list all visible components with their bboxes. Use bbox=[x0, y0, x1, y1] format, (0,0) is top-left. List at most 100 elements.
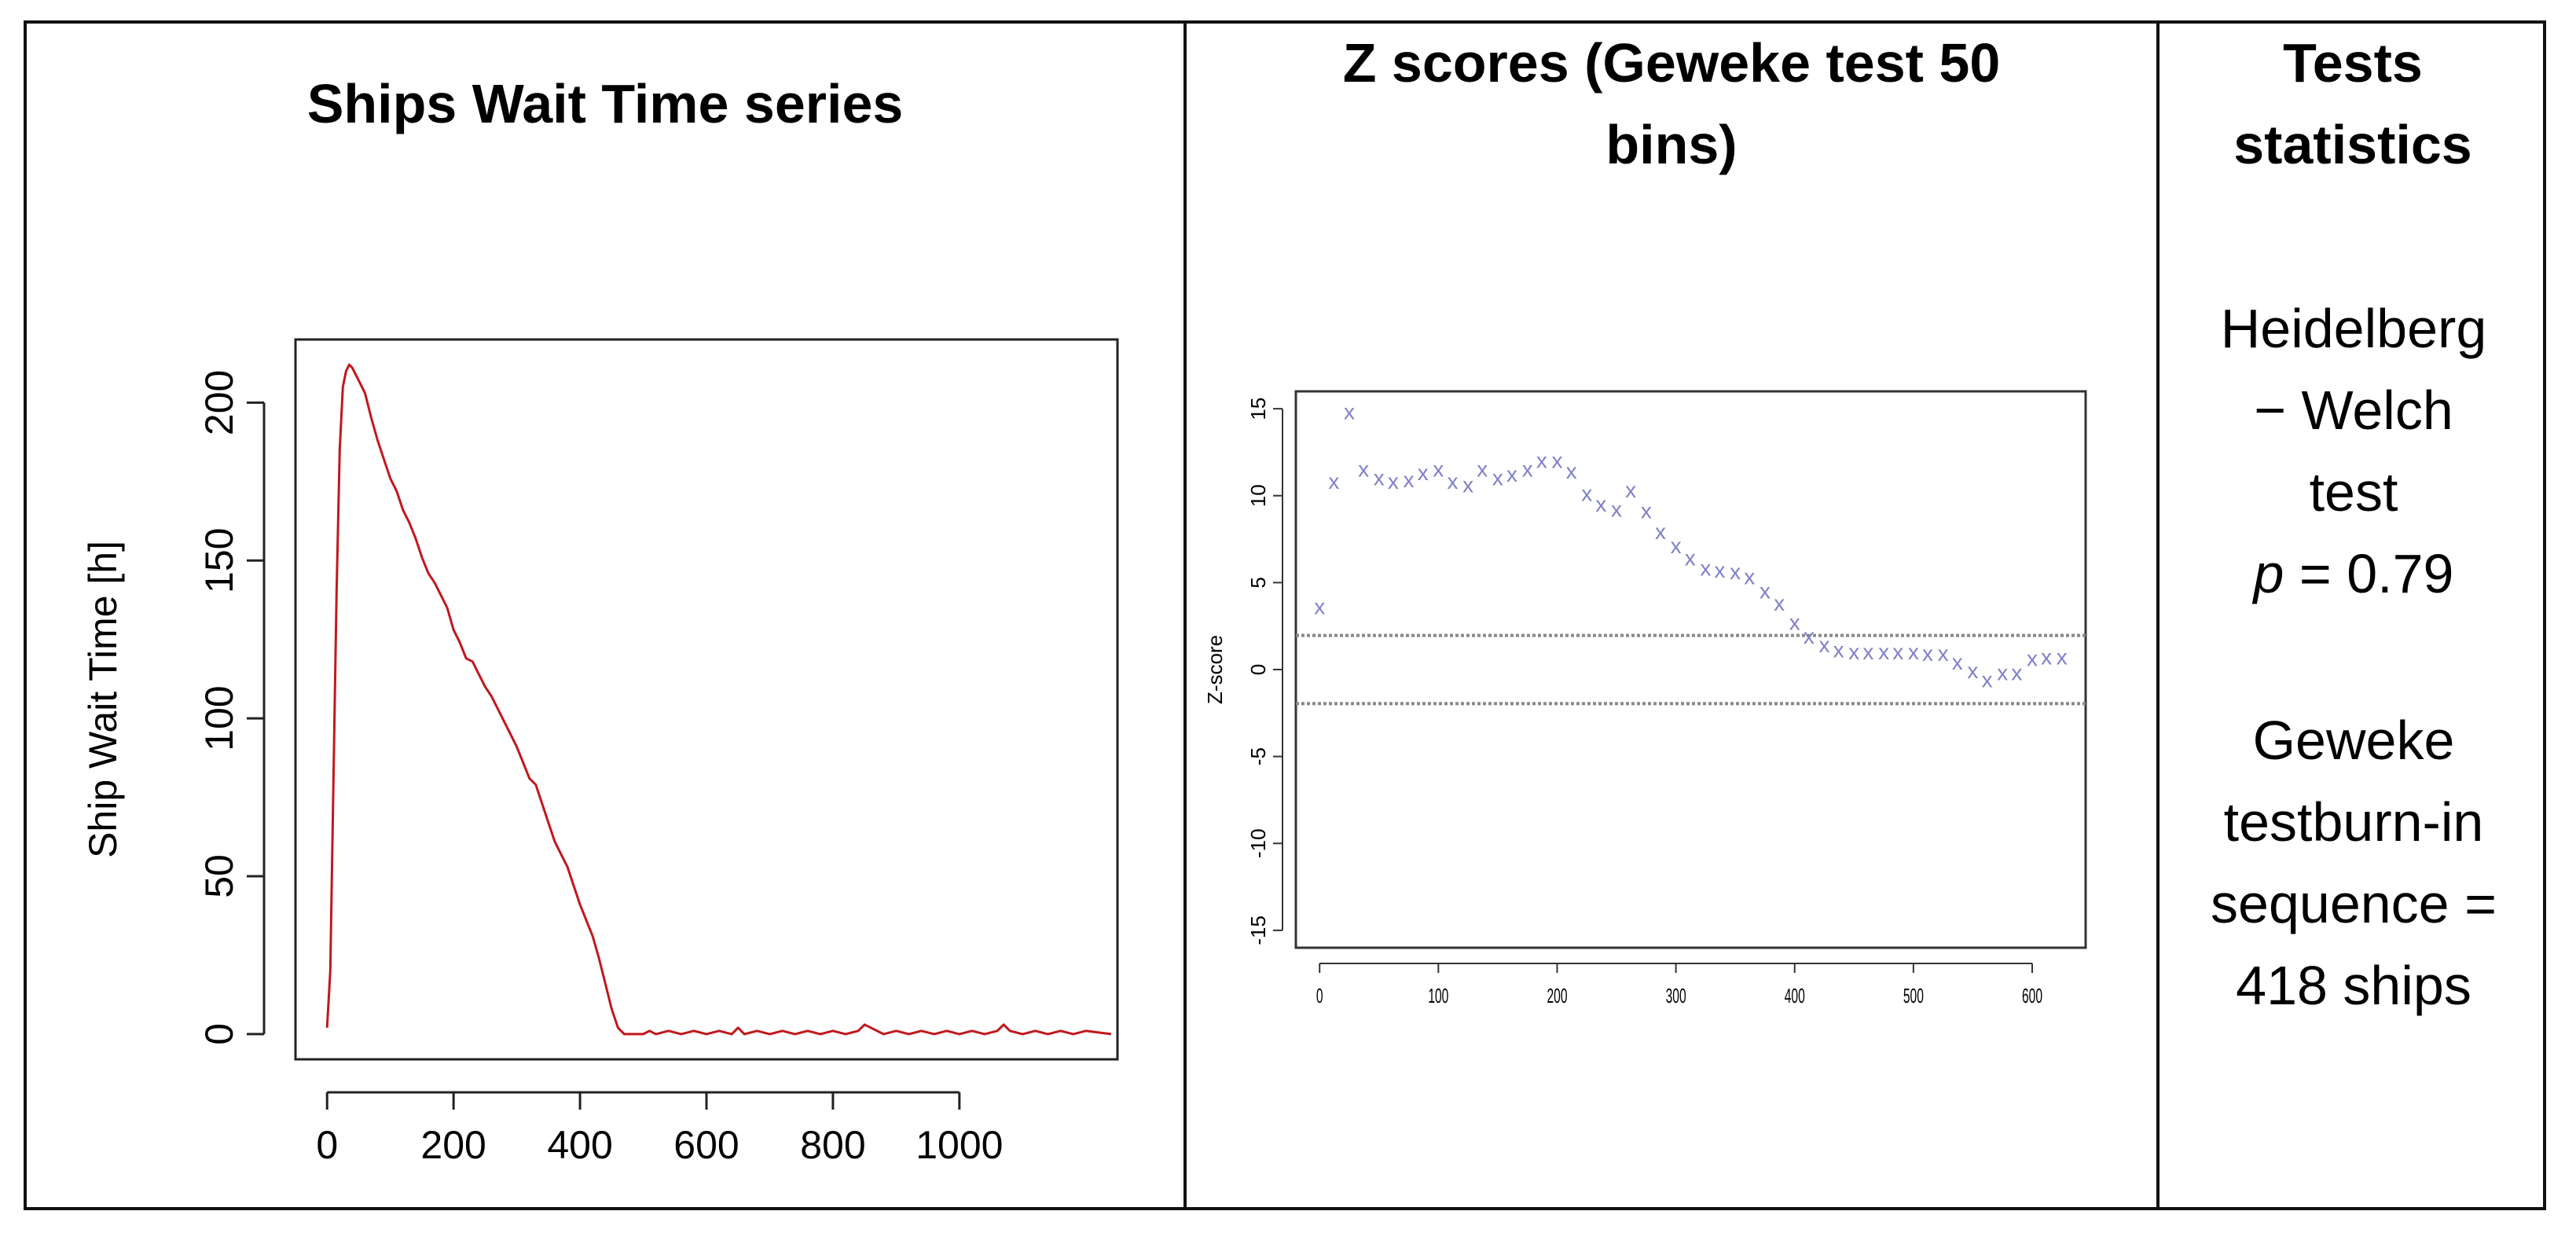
figure-frame bbox=[24, 20, 2546, 1210]
x-tick-label: 200 bbox=[1547, 985, 1567, 1007]
y-tick-label: -5 bbox=[1246, 747, 1270, 765]
z-score-point: x bbox=[1744, 565, 1755, 589]
z-score-point: x bbox=[1982, 667, 1993, 692]
z-score-point: x bbox=[1536, 449, 1547, 473]
z-score-point: x bbox=[1862, 640, 1873, 664]
y-tick-label: 10 bbox=[1246, 484, 1270, 507]
wait-time-axes: 0 200 400 600 800 1000 0 50 100 150 200 bbox=[197, 370, 1003, 1167]
wait-time-y-axis-label: Ship Wait Time [h] bbox=[81, 541, 125, 858]
z-score-point: x bbox=[2027, 647, 2038, 671]
y-tick-label: 0 bbox=[197, 1023, 241, 1045]
x-tick-label: 0 bbox=[1316, 985, 1323, 1007]
z-score-point: x bbox=[1760, 578, 1771, 603]
x-tick-label: 800 bbox=[800, 1123, 865, 1167]
z-score-point: x bbox=[1433, 457, 1444, 482]
z-score-point: x bbox=[1328, 469, 1339, 494]
z-score-point: x bbox=[1641, 499, 1652, 523]
hw-line-3: test bbox=[2309, 461, 2398, 523]
z-score-point: x bbox=[1655, 519, 1666, 544]
z-score-point: x bbox=[1922, 641, 1933, 666]
z-score-point: x bbox=[1952, 650, 1963, 674]
middle-panel-title-line2: bins) bbox=[1605, 114, 1738, 175]
y-tick-label: 0 bbox=[1246, 664, 1270, 675]
z-score-point: x bbox=[1551, 449, 1562, 473]
z-score-point: x bbox=[1938, 641, 1949, 666]
p-value-text: = 0.79 bbox=[2299, 543, 2454, 604]
z-score-point: x bbox=[1388, 469, 1399, 494]
y-tick-label: -10 bbox=[1246, 828, 1270, 858]
gw-line-4: 418 ships bbox=[2236, 955, 2471, 1016]
z-score-point: x bbox=[1506, 462, 1517, 486]
z-score-point: x bbox=[1833, 638, 1844, 662]
z-score-point: x bbox=[1492, 466, 1503, 490]
z-score-point: x bbox=[1908, 640, 1919, 664]
z-score-point: x bbox=[1967, 659, 1978, 683]
z-score-point: x bbox=[1819, 633, 1830, 657]
z-score-point: x bbox=[1447, 469, 1458, 494]
x-tick-label: 400 bbox=[547, 1123, 612, 1167]
z-score-point: x bbox=[1892, 640, 1903, 664]
z-score-y-axis-label: Z-score bbox=[1203, 635, 1227, 704]
y-tick-label: 5 bbox=[1246, 577, 1270, 588]
left-panel-title: Ships Wait Time series bbox=[306, 73, 904, 134]
x-tick-label: 300 bbox=[1666, 985, 1686, 1007]
gw-line-2: testburn-in bbox=[2223, 791, 2484, 853]
z-score-point: x bbox=[1477, 457, 1488, 482]
z-score-point: x bbox=[2011, 660, 2022, 684]
geweke-block: Geweke testburn-in sequence = 418 ships bbox=[2161, 699, 2546, 1026]
z-score-point: x bbox=[1671, 534, 1682, 558]
x-tick-label: 500 bbox=[1903, 985, 1924, 1007]
z-score-point: x bbox=[1789, 610, 1800, 634]
z-score-point: x bbox=[1730, 560, 1741, 584]
z-score-point: x bbox=[1595, 492, 1606, 516]
z-score-point: x bbox=[1566, 459, 1577, 483]
z-score-point: x bbox=[1997, 660, 2008, 684]
z-score-point: x bbox=[1462, 472, 1473, 497]
gw-line-1: Geweke bbox=[2252, 710, 2455, 771]
z-score-point: x bbox=[1804, 624, 1815, 648]
x-tick-label: 600 bbox=[2022, 985, 2042, 1007]
z-score-point: x bbox=[1685, 545, 1696, 570]
z-score-point: x bbox=[1344, 400, 1355, 424]
y-tick-label: 100 bbox=[197, 685, 241, 750]
z-score-point: x bbox=[1418, 461, 1429, 485]
wait-time-series-line bbox=[325, 363, 1112, 1036]
y-tick-label: 150 bbox=[197, 528, 241, 593]
panel-divider-right bbox=[2156, 20, 2160, 1210]
z-score-point: x bbox=[1522, 457, 1533, 482]
y-tick-label: 15 bbox=[1246, 398, 1270, 420]
p-symbol: p bbox=[2253, 543, 2284, 604]
z-score-point: x bbox=[1625, 478, 1636, 502]
z-score-point: x bbox=[2041, 645, 2052, 670]
x-tick-label: 600 bbox=[673, 1123, 739, 1167]
y-tick-label: 200 bbox=[197, 370, 241, 435]
gw-line-3: sequence = bbox=[2211, 873, 2497, 934]
z-score-point: x bbox=[1404, 468, 1415, 492]
x-tick-label: 200 bbox=[420, 1123, 486, 1167]
panel-divider-left bbox=[1183, 20, 1187, 1210]
z-score-point: x bbox=[1374, 466, 1385, 490]
z-score-plot-box bbox=[1294, 390, 2087, 949]
hw-line-2: − Welch bbox=[2254, 380, 2453, 441]
hw-p-value: p = 0.79 bbox=[2161, 533, 2546, 615]
wait-time-plot-box bbox=[294, 338, 1119, 1061]
right-panel-title-line1: Tests bbox=[2283, 32, 2423, 94]
x-tick-label: 1000 bbox=[916, 1123, 1003, 1167]
middle-panel-title-line1: Z scores (Geweke test 50 bbox=[1342, 32, 2001, 94]
z-score-point: x bbox=[1878, 640, 1889, 664]
x-tick-label: 400 bbox=[1785, 985, 1805, 1007]
hw-line-1: Heidelberg bbox=[2220, 298, 2487, 359]
x-tick-label: 100 bbox=[1428, 985, 1448, 1007]
x-tick-label: 0 bbox=[316, 1123, 338, 1167]
wait-time-chart: 0 200 400 600 800 1000 0 50 100 150 200 Ship Wait … bbox=[81, 338, 1119, 1167]
z-score-point: x bbox=[1715, 558, 1726, 582]
z-score-point: x bbox=[1611, 497, 1622, 521]
heidelberg-welch-block: Heidelberg − Welch test p = 0.79 bbox=[2161, 288, 2546, 615]
z-score-point: x bbox=[1358, 457, 1369, 482]
z-score-point: x bbox=[1774, 591, 1785, 615]
z-score-point: x bbox=[2057, 645, 2068, 670]
z-score-point: x bbox=[1314, 594, 1325, 618]
y-tick-label: -15 bbox=[1246, 916, 1270, 945]
